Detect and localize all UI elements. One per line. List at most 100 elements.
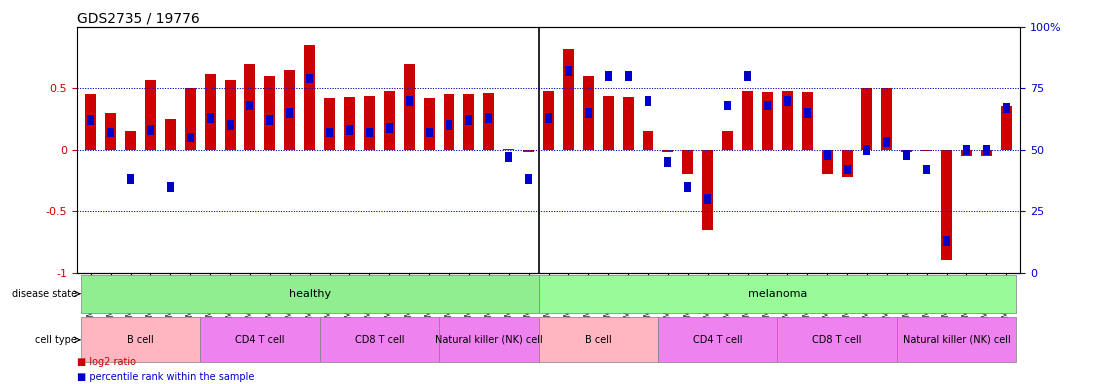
- FancyBboxPatch shape: [585, 108, 591, 118]
- FancyBboxPatch shape: [167, 182, 173, 192]
- FancyBboxPatch shape: [539, 317, 658, 362]
- FancyBboxPatch shape: [206, 113, 214, 123]
- FancyBboxPatch shape: [506, 152, 512, 162]
- Text: B cell: B cell: [127, 335, 154, 345]
- Bar: [463, 94, 474, 150]
- Bar: [961, 150, 972, 156]
- FancyBboxPatch shape: [539, 275, 1016, 313]
- Text: healthy: healthy: [289, 289, 330, 299]
- Bar: [284, 70, 295, 150]
- Text: cell type: cell type: [35, 335, 77, 345]
- FancyBboxPatch shape: [545, 113, 552, 123]
- FancyBboxPatch shape: [186, 132, 194, 142]
- FancyBboxPatch shape: [386, 123, 393, 132]
- Bar: [443, 94, 454, 150]
- Bar: [663, 150, 674, 152]
- Bar: [861, 88, 872, 150]
- Bar: [623, 97, 634, 150]
- FancyBboxPatch shape: [1003, 103, 1009, 113]
- Text: ■ percentile rank within the sample: ■ percentile rank within the sample: [77, 372, 255, 382]
- FancyBboxPatch shape: [724, 101, 731, 111]
- FancyBboxPatch shape: [624, 71, 632, 81]
- Bar: [105, 113, 116, 150]
- Bar: [902, 150, 913, 152]
- Bar: [184, 88, 195, 150]
- FancyBboxPatch shape: [924, 164, 930, 174]
- FancyBboxPatch shape: [88, 115, 94, 125]
- FancyBboxPatch shape: [445, 120, 452, 130]
- FancyBboxPatch shape: [81, 275, 539, 313]
- Bar: [324, 98, 335, 150]
- Bar: [742, 91, 753, 150]
- FancyBboxPatch shape: [346, 125, 353, 135]
- Bar: [1000, 106, 1011, 150]
- Bar: [304, 45, 315, 150]
- Bar: [423, 98, 434, 150]
- Bar: [762, 92, 773, 150]
- Bar: [822, 150, 833, 174]
- Bar: [543, 91, 554, 150]
- FancyBboxPatch shape: [704, 194, 711, 204]
- Bar: [782, 91, 793, 150]
- Bar: [504, 149, 514, 150]
- FancyBboxPatch shape: [525, 174, 532, 184]
- Bar: [245, 64, 256, 150]
- FancyBboxPatch shape: [685, 182, 691, 192]
- FancyBboxPatch shape: [485, 113, 493, 123]
- FancyBboxPatch shape: [81, 317, 200, 362]
- Text: B cell: B cell: [585, 335, 612, 345]
- Bar: [841, 150, 852, 177]
- FancyBboxPatch shape: [983, 145, 989, 155]
- Bar: [125, 131, 136, 150]
- Bar: [921, 150, 932, 151]
- FancyBboxPatch shape: [286, 108, 293, 118]
- Bar: [86, 94, 97, 150]
- FancyBboxPatch shape: [903, 150, 911, 160]
- Bar: [702, 150, 713, 230]
- Text: Natural killer (NK) cell: Natural killer (NK) cell: [903, 335, 1010, 345]
- FancyBboxPatch shape: [943, 236, 950, 246]
- FancyBboxPatch shape: [764, 101, 771, 111]
- Text: disease state: disease state: [12, 289, 77, 299]
- Bar: [981, 150, 992, 156]
- Bar: [602, 96, 613, 150]
- Text: CD8 T cell: CD8 T cell: [813, 335, 862, 345]
- FancyBboxPatch shape: [319, 317, 439, 362]
- Bar: [563, 49, 574, 150]
- FancyBboxPatch shape: [127, 174, 134, 184]
- Bar: [225, 80, 236, 150]
- FancyBboxPatch shape: [844, 164, 850, 174]
- FancyBboxPatch shape: [565, 66, 572, 76]
- FancyBboxPatch shape: [665, 157, 671, 167]
- FancyBboxPatch shape: [804, 108, 811, 118]
- FancyBboxPatch shape: [366, 127, 373, 137]
- Bar: [404, 64, 415, 150]
- FancyBboxPatch shape: [863, 145, 870, 155]
- Bar: [264, 76, 275, 150]
- Bar: [941, 150, 952, 260]
- FancyBboxPatch shape: [744, 71, 751, 81]
- Bar: [583, 76, 593, 150]
- FancyBboxPatch shape: [645, 96, 652, 106]
- Text: CD8 T cell: CD8 T cell: [354, 335, 404, 345]
- FancyBboxPatch shape: [963, 145, 970, 155]
- FancyBboxPatch shape: [247, 101, 253, 111]
- Bar: [484, 93, 495, 150]
- Bar: [802, 92, 813, 150]
- Bar: [384, 91, 395, 150]
- Bar: [344, 97, 355, 150]
- FancyBboxPatch shape: [426, 127, 432, 137]
- FancyBboxPatch shape: [658, 317, 778, 362]
- FancyBboxPatch shape: [147, 125, 154, 135]
- Bar: [165, 119, 176, 150]
- Bar: [205, 74, 216, 150]
- Bar: [682, 150, 693, 174]
- Bar: [643, 131, 654, 150]
- FancyBboxPatch shape: [897, 317, 1016, 362]
- FancyBboxPatch shape: [406, 96, 412, 106]
- FancyBboxPatch shape: [326, 127, 333, 137]
- FancyBboxPatch shape: [604, 71, 612, 81]
- Text: CD4 T cell: CD4 T cell: [693, 335, 743, 345]
- Bar: [145, 80, 156, 150]
- Text: GDS2735 / 19776: GDS2735 / 19776: [77, 12, 200, 26]
